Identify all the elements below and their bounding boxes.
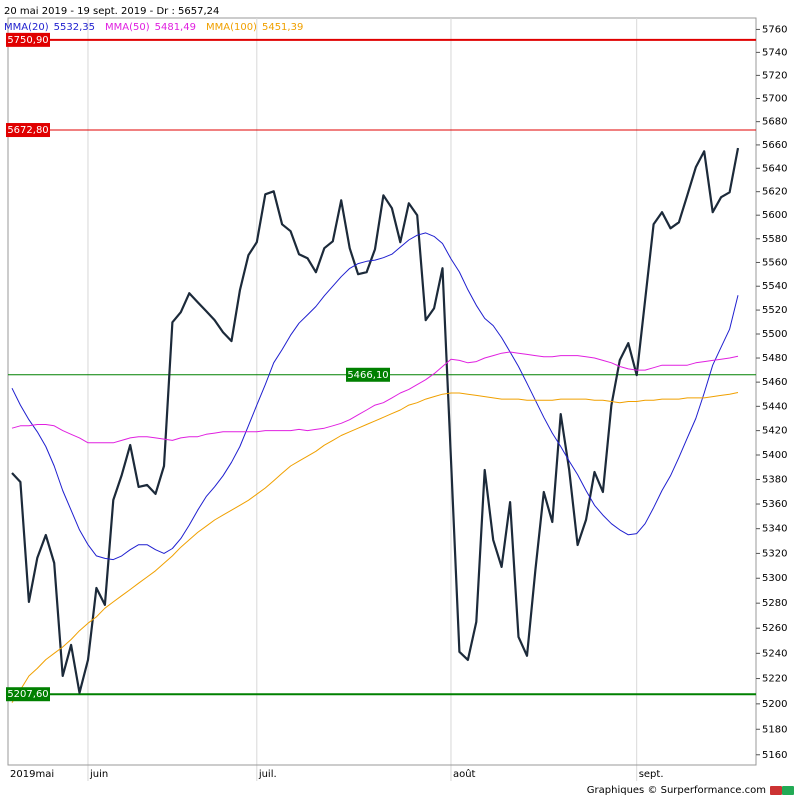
y-tick-label: 5640: [762, 163, 787, 174]
y-tick-label: 5660: [762, 140, 787, 151]
y-tick-label: 5200: [762, 699, 787, 710]
y-tick-label: 5240: [762, 648, 787, 659]
legend-value: 5481,49: [155, 22, 196, 33]
x-tick-label: juil.: [258, 769, 277, 780]
series-line: [11, 392, 739, 703]
y-tick-label: 5680: [762, 117, 787, 128]
x-tick-label: sept.: [639, 769, 664, 780]
y-tick-label: 5740: [762, 47, 787, 58]
level-tag: 5750,90: [6, 32, 50, 47]
legend-name: MMA(20): [4, 22, 49, 33]
y-tick-label: 5320: [762, 548, 787, 559]
y-tick-label: 5500: [762, 329, 787, 340]
y-tick-label: 5160: [762, 750, 787, 761]
y-tick-label: 5560: [762, 257, 787, 268]
level-label: 5466,10: [347, 370, 388, 381]
y-tick-label: 5360: [762, 499, 787, 510]
level-tag: 5466,10: [346, 367, 390, 382]
y-tick-label: 5520: [762, 305, 787, 316]
level-tag-box: [6, 123, 50, 138]
level-tag: 5207,60: [6, 687, 50, 702]
level-label: 5750,90: [7, 35, 48, 46]
x-tick-label: 2019mai: [10, 769, 54, 780]
y-tick-label: 5340: [762, 524, 787, 535]
level-label: 5672,80: [7, 125, 48, 136]
y-tick-label: 5420: [762, 426, 787, 437]
x-tick-label: juin: [89, 769, 108, 780]
level-tag-box: [6, 32, 50, 47]
y-tick-label: 5440: [762, 401, 787, 412]
y-tick-label: 5720: [762, 70, 787, 81]
y-tick-label: 5300: [762, 573, 787, 584]
y-tick-label: 5700: [762, 93, 787, 104]
credit: Graphiques © Surperformance.com: [587, 785, 766, 796]
y-tick-label: 5580: [762, 234, 787, 245]
y-tick-label: 5460: [762, 377, 787, 388]
series-line: [11, 351, 739, 444]
y-tick-label: 5480: [762, 353, 787, 364]
y-tick-label: 5540: [762, 281, 787, 292]
legend-value: 5532,35: [54, 22, 95, 33]
series-line: [11, 232, 739, 561]
y-tick-label: 5260: [762, 623, 787, 634]
y-tick-label: 5220: [762, 674, 787, 685]
legend-name: MMA(50): [105, 22, 150, 33]
y-tick-label: 5400: [762, 450, 787, 461]
level-label: 5207,60: [7, 689, 48, 700]
legend-name: MMA(100): [206, 22, 257, 33]
level-tag: 5672,80: [6, 123, 50, 138]
y-tick-label: 5280: [762, 598, 787, 609]
x-tick-label: août: [453, 768, 476, 780]
y-tick-label: 5380: [762, 474, 787, 485]
y-tick-label: 5600: [762, 210, 787, 221]
credit-icon: [770, 786, 794, 795]
legend-value: 5451,39: [262, 22, 303, 33]
y-tick-label: 5760: [762, 24, 787, 35]
level-tag-box: [346, 367, 390, 382]
y-tick-label: 5180: [762, 724, 787, 735]
y-tick-label: 5620: [762, 187, 787, 198]
chart-title: 20 mai 2019 - 19 sept. 2019 - Dr : 5657,…: [4, 6, 219, 17]
series-line: [11, 147, 740, 694]
level-tag-box: [6, 687, 50, 702]
